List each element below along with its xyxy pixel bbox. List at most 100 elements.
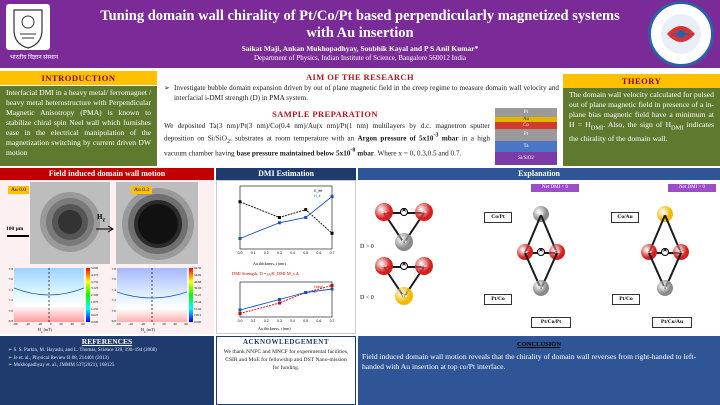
- colorbar-left: [86, 268, 90, 322]
- data-point: [238, 237, 242, 240]
- x-tick: 0: [49, 322, 52, 326]
- colorbar-tick: 5.000: [91, 266, 99, 270]
- reference-item: ➢ Mukhopadhyay et. al., JMMM 537(2021), …: [8, 363, 115, 368]
- atom-co: Co: [415, 257, 433, 275]
- atom-au: Au: [395, 287, 413, 305]
- colorbar-tick: 1.875: [91, 299, 99, 304]
- explanation-title: Explanation: [358, 168, 720, 180]
- heatmap-left-xticks: -60 -40 -20 0 20 40 60: [13, 322, 85, 326]
- authors: Saikat Maji, Ankan Mukhopadhyay, Soubhik…: [241, 44, 479, 53]
- reference-item: ➢ Je et. al., Physical Review B 88, 2144…: [8, 355, 109, 361]
- y-tick: 7.2: [8, 298, 13, 303]
- reference-item: ➢ S. S. Parkin, M. Hayashi, and L. Thoma…: [8, 348, 157, 353]
- x-tick: -20: [37, 322, 43, 326]
- aim-bullet: ➢: [164, 84, 171, 92]
- colorbar-tick: 39.06: [194, 286, 202, 291]
- data-point: [330, 287, 334, 291]
- y-tick: 7.0: [111, 308, 116, 313]
- x-tick: 20: [162, 322, 166, 326]
- poster-title: Tuning domain wall chirality of Pt/Co/Pt…: [100, 8, 620, 41]
- data-point: [277, 221, 281, 225]
- domain-image-left: [30, 182, 110, 264]
- ack-title: ACKNOWLEDGEMENT: [242, 338, 330, 346]
- dmi-panel: [216, 180, 356, 334]
- heatmap-right: [116, 268, 188, 322]
- y-tick: 7.0: [8, 308, 13, 313]
- colorbar-tick: 15.62: [194, 306, 202, 311]
- data-point: [304, 208, 308, 212]
- hz-arrow: [96, 225, 114, 233]
- legend-entry: D: [314, 290, 317, 294]
- y-tick: 6.8: [8, 318, 13, 323]
- atom-pt: Pt: [395, 233, 413, 251]
- data-point: [277, 301, 281, 305]
- data-point: [238, 312, 242, 315]
- heatmap-left: [13, 268, 85, 322]
- layer-pt-top: Pt: [495, 108, 557, 117]
- colorbar-tick: 4.375: [91, 272, 99, 277]
- scale-bar: [7, 235, 29, 237]
- net-dmi-positive: Net DMI > 0: [668, 184, 716, 192]
- box-co-pt: Co/Pt: [484, 212, 512, 223]
- colorbar-tick: 46.88: [194, 279, 202, 284]
- x-tick: 0.6: [316, 251, 321, 255]
- colorbar-tick: 3.750: [91, 279, 99, 284]
- atom-pt: Pt: [657, 280, 673, 296]
- iisc-logo: [6, 4, 50, 50]
- x-tick: 0.1: [251, 251, 256, 255]
- box-co-au: Co/Au: [611, 212, 639, 223]
- sample-text: We deposited Ta(3 nm)/Pt(3 nm)/Co(0.4 nm…: [164, 122, 490, 158]
- motion-title: Field induced domain wall motion: [0, 168, 214, 180]
- colorbar-tick: 54.69: [194, 272, 202, 277]
- aim-block: ➢ Investigate bubble domain expansion dr…: [164, 84, 559, 103]
- aim-title: AIM OF THE RESEARCH: [306, 72, 414, 82]
- dmi-vector-icon: ✕: [400, 262, 408, 270]
- label-au-0: Au 0.0: [8, 186, 29, 194]
- dmi-caption: DMI Strength, D = μ₀H_DMI M_s Δ: [232, 271, 299, 276]
- colorbar-tick: 0.000: [91, 320, 99, 324]
- heatmap-right-xticks: -60 -40 -20 0 20 40 60: [116, 322, 188, 326]
- atom-co: Co: [673, 244, 689, 260]
- x-tick: 0.5: [303, 319, 308, 323]
- colorbar-tick: 0.000: [194, 320, 202, 324]
- colorbar-tick: 3.125: [91, 286, 99, 291]
- label-au-03: Au 0.3: [131, 186, 152, 194]
- series-line: [239, 196, 333, 239]
- data-point: [277, 298, 281, 301]
- y-tick: 7.6: [8, 277, 13, 282]
- atom-pt: Pt: [533, 280, 549, 296]
- conclusion-panel: [358, 336, 720, 405]
- heatmap-left-xlabel: Hx (mT): [38, 327, 52, 334]
- colorbar-tick: 2.500: [91, 293, 99, 297]
- x-tick: 0.0: [238, 319, 243, 323]
- atom-co: Co: [549, 244, 565, 260]
- x-tick: 0.4: [290, 251, 295, 255]
- heatmap-left-yticks: 7.8 7.6 7.4 7.2 7.0 6.8: [3, 267, 13, 323]
- references-title: REFERENCES: [81, 337, 133, 346]
- d-negative-label: D < 0: [360, 295, 374, 301]
- data-point: [330, 231, 334, 235]
- atom-co: Co: [375, 257, 393, 275]
- x-tick: 0.1: [251, 319, 256, 323]
- data-point: [277, 216, 281, 219]
- colorbar-left-ticks: 5.000 4.375 3.750 3.125 2.500 1.875 1.250 0.625…: [91, 266, 105, 324]
- x-tick: -60: [13, 322, 18, 326]
- x-tick: 0.3: [277, 251, 282, 255]
- x-tick: -40: [25, 322, 30, 326]
- box-pt-co-1: Pt/Co: [484, 294, 512, 305]
- atom-au: Au: [657, 206, 673, 222]
- box-pt-co-2: Pt/Co: [612, 294, 640, 305]
- references-panel: [0, 336, 214, 405]
- poster-header: [0, 0, 720, 68]
- legend-entry: K_eff: [314, 189, 322, 193]
- data-point: [238, 308, 242, 312]
- colorbar-tick: 23.44: [194, 299, 202, 304]
- dmi-vector-icon: ✕: [661, 248, 669, 256]
- series-line: [239, 285, 333, 314]
- plot-frame: [239, 185, 333, 250]
- legend-entry: H_k: [314, 194, 321, 198]
- y-tick: 7.4: [111, 287, 116, 292]
- data-point: [304, 216, 308, 219]
- data-point: [330, 284, 334, 287]
